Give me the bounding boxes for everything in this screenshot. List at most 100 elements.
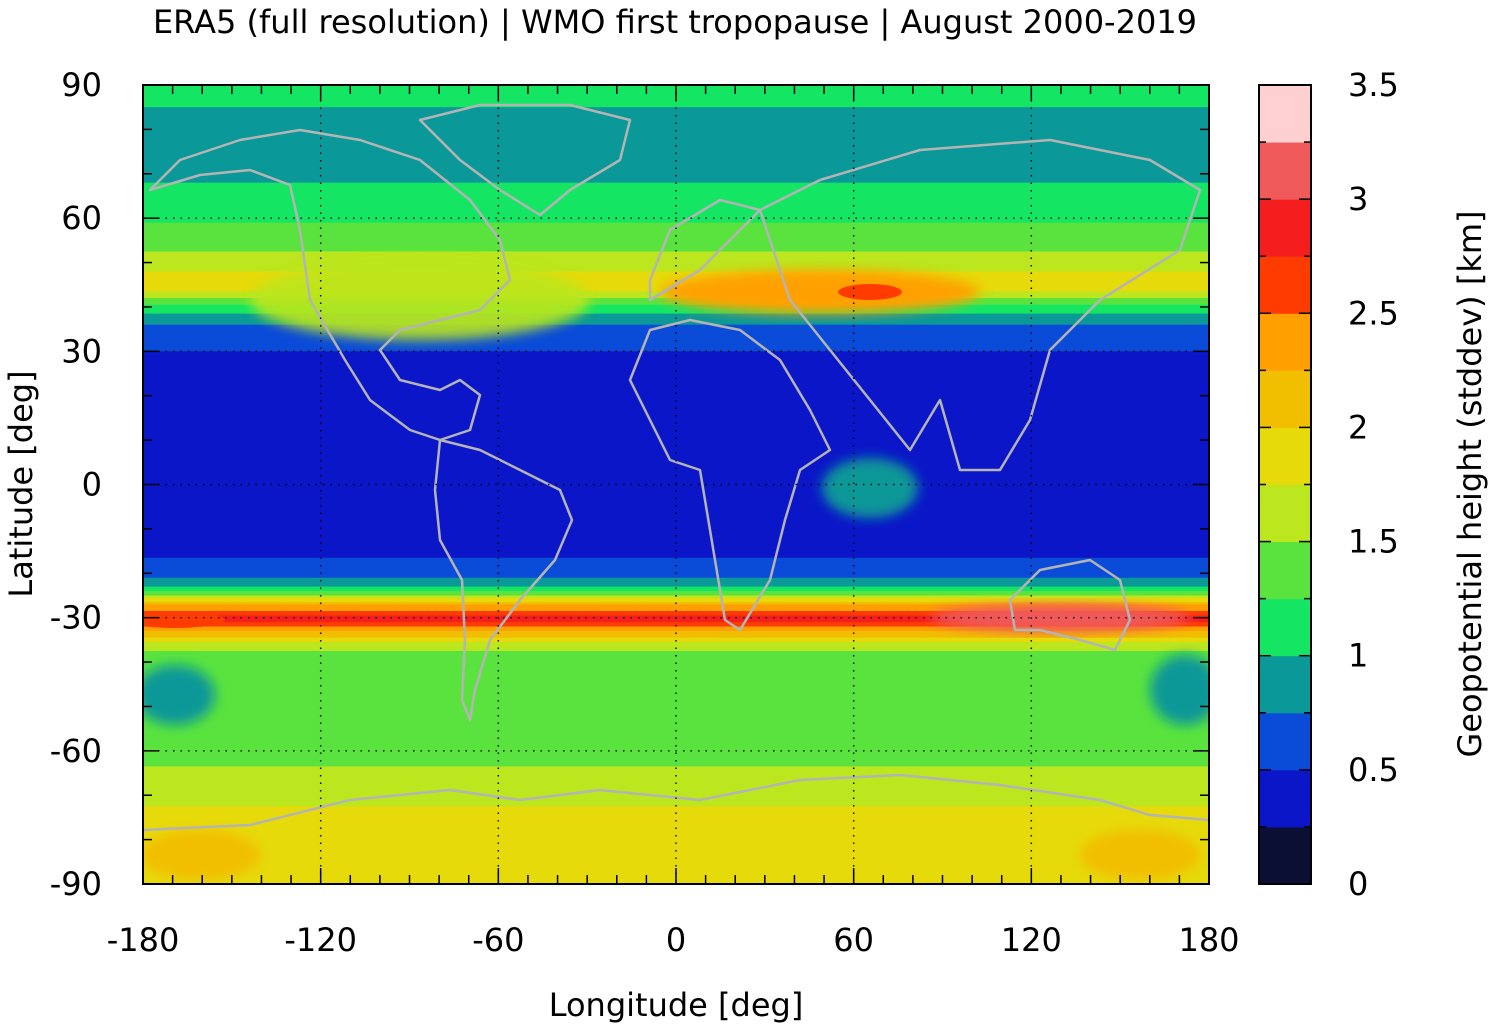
latitude-band [143,413,1209,417]
latitude-band [143,704,1209,708]
coastline-south-america [433,438,574,722]
latitude-band [143,633,1209,637]
latitude-band [143,326,1209,330]
coastline-asia [758,138,1202,472]
latitude-band [143,111,1209,115]
latitude-band [143,260,1209,264]
latitude-band [143,808,1209,812]
colorbar-swatch [1259,427,1311,485]
grid-lines [143,85,1209,884]
latitude-band [143,136,1209,139]
latitude-band [143,591,1209,594]
latitude-band [143,582,1209,585]
latitude-band [143,832,1209,836]
latitude-band [143,382,1209,386]
latitude-band [143,446,1209,450]
latitude-band [143,513,1209,517]
latitude-band [143,793,1209,796]
latitude-band [143,677,1209,681]
colorbar-swatch [1259,199,1311,257]
latitude-band [143,546,1209,550]
latitude-band [143,380,1209,384]
latitude-band [143,544,1209,548]
colorbar-tick-label: 3.5 [1348,66,1399,104]
colorbar-swatch [1259,541,1311,600]
latitude-band [143,229,1209,233]
latitude-band [143,258,1209,261]
latitude-band [143,131,1209,135]
latitude-band [143,812,1209,816]
latitude-band [143,238,1209,241]
latitude-band [143,588,1209,592]
latitude-band [143,202,1209,206]
latitude-band [143,810,1209,814]
anomaly-south-pacific [143,665,215,725]
latitude-band [143,404,1209,408]
latitude-band [143,575,1209,579]
latitude-band [143,395,1209,399]
latitude-band [143,180,1209,184]
latitude-band [143,717,1209,721]
latitude-band [143,400,1209,403]
latitude-band [143,393,1209,397]
colorbar [1259,85,1311,885]
latitude-band [143,630,1209,634]
latitude-band [143,313,1209,317]
latitude-band [143,799,1209,803]
latitude-band [143,335,1209,339]
latitude-band [143,642,1209,645]
anomaly-antarctic-east [1080,830,1200,880]
latitude-band [143,524,1209,528]
latitude-band [143,821,1209,825]
latitude-band [143,599,1209,603]
anomaly-tasman [1150,655,1209,725]
latitude-band [143,175,1209,179]
latitude-band [143,506,1209,510]
latitude-band [143,555,1209,559]
latitude-band [143,433,1209,437]
latitude-band [143,824,1209,827]
latitude-band [143,120,1209,124]
latitude-band [143,389,1209,392]
latitude-band [143,611,1209,614]
latitude-band [143,686,1209,690]
latitude-band [143,304,1209,308]
latitude-band [143,207,1209,210]
latitude-band [143,220,1209,224]
colorbar-swatch [1259,484,1311,543]
latitude-band [143,559,1209,563]
latitude-band [143,866,1209,870]
latitude-band [143,830,1209,834]
y-tick-label: 0 [82,466,102,504]
anomaly-australia [930,604,1190,632]
colorbar-swatch [1259,826,1311,885]
latitude-band [143,657,1209,661]
latitude-band [143,606,1209,610]
coastline-antarctica [143,773,1209,832]
latitude-band [143,653,1209,656]
x-tick-label: 120 [1001,921,1062,959]
colorbar-tick-label: 1.5 [1348,523,1399,561]
latitude-band [143,169,1209,173]
latitude-band [143,138,1209,142]
latitude-band [143,773,1209,776]
anomaly-antarctic-west [143,830,260,880]
anomaly-asia-peak [838,284,902,300]
latitude-band [143,839,1209,843]
latitude-band [143,648,1209,652]
latitude-band [143,817,1209,821]
latitude-band [143,409,1209,412]
anomaly-asia-jet [660,270,980,314]
latitude-band [143,306,1209,310]
latitude-band [143,102,1209,106]
latitude-band [143,477,1209,481]
latitude-band [143,364,1209,368]
latitude-band [143,779,1209,783]
colorbar-ticks: 0 0.5 1 1.5 2 2.5 3 3.5 [1259,66,1399,903]
latitude-band [143,375,1209,379]
colorbar-swatch [1259,142,1311,200]
latitude-band [143,377,1209,381]
latitude-band [143,537,1209,541]
latitude-band [143,626,1209,630]
latitude-band [143,397,1209,401]
